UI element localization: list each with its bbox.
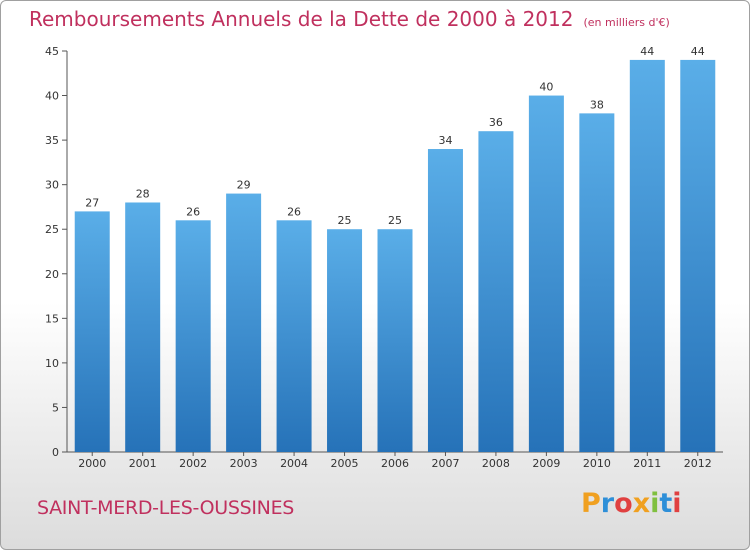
x-tick-label-2005: 2005 [331, 457, 359, 470]
data-label-2005: 25 [338, 214, 352, 227]
data-label-2009: 40 [539, 81, 553, 94]
data-label-2001: 28 [136, 187, 150, 200]
x-tick-label-2011: 2011 [633, 457, 661, 470]
y-tick-label: 30 [45, 179, 59, 192]
bar-2009 [528, 95, 564, 453]
y-tick-label: 25 [45, 223, 59, 236]
chart-title: Remboursements Annuels de la Dette de 20… [29, 7, 670, 31]
x-tick-label-2010: 2010 [583, 457, 611, 470]
chart-title-text: Remboursements Annuels de la Dette de 20… [29, 7, 574, 31]
bar-2010 [579, 113, 615, 452]
y-tick-label: 35 [45, 134, 59, 147]
bar-2006 [377, 229, 413, 452]
commune-name: SAINT-MERD-LES-OUSSINES [37, 497, 295, 519]
data-label-2003: 29 [237, 179, 251, 192]
bar-2003 [226, 193, 262, 453]
x-tick-label-2004: 2004 [280, 457, 308, 470]
x-tick-label-2000: 2000 [78, 457, 106, 470]
bar-chart: 0 5 10 15 20 25 30 35 40 45 27 2000 28 2001 26 2002 29 20… [45, 45, 723, 470]
x-tick-label-2006: 2006 [381, 457, 409, 470]
y-tick-label: 5 [52, 401, 59, 414]
y-tick-label: 0 [52, 446, 59, 459]
data-label-2008: 36 [489, 116, 503, 129]
bar-2004 [276, 220, 312, 452]
x-tick-label-2001: 2001 [129, 457, 157, 470]
data-label-2004: 26 [287, 205, 301, 218]
bar-2012 [680, 59, 716, 453]
y-tick-label: 20 [45, 268, 59, 281]
data-label-2011: 44 [640, 45, 654, 58]
y-tick-label: 15 [45, 312, 59, 325]
bar-2011 [629, 59, 665, 453]
y-tick-label: 40 [45, 90, 59, 103]
data-label-2002: 26 [186, 205, 200, 218]
x-tick-label-2012: 2012 [684, 457, 712, 470]
x-tick-label-2003: 2003 [230, 457, 258, 470]
bar-2008 [478, 131, 514, 452]
bar-2000 [74, 211, 110, 452]
x-tick-label-2009: 2009 [532, 457, 560, 470]
x-tick-label-2007: 2007 [431, 457, 459, 470]
bar-2001 [125, 202, 161, 452]
data-label-2000: 27 [85, 196, 99, 209]
data-label-2007: 34 [438, 134, 452, 147]
y-tick-label: 45 [45, 45, 59, 58]
bar-2005 [327, 229, 363, 452]
y-tick-label: 10 [45, 357, 59, 370]
x-tick-label-2002: 2002 [179, 457, 207, 470]
chart-subtitle: (en milliers d'€) [583, 16, 670, 29]
proxiti-logo: Proxiti [581, 488, 682, 519]
data-label-2006: 25 [388, 214, 402, 227]
bar-2007 [427, 149, 463, 452]
data-label-2010: 38 [590, 98, 604, 111]
x-tick-label-2008: 2008 [482, 457, 510, 470]
bar-2002 [175, 220, 211, 452]
data-label-2012: 44 [691, 45, 705, 58]
